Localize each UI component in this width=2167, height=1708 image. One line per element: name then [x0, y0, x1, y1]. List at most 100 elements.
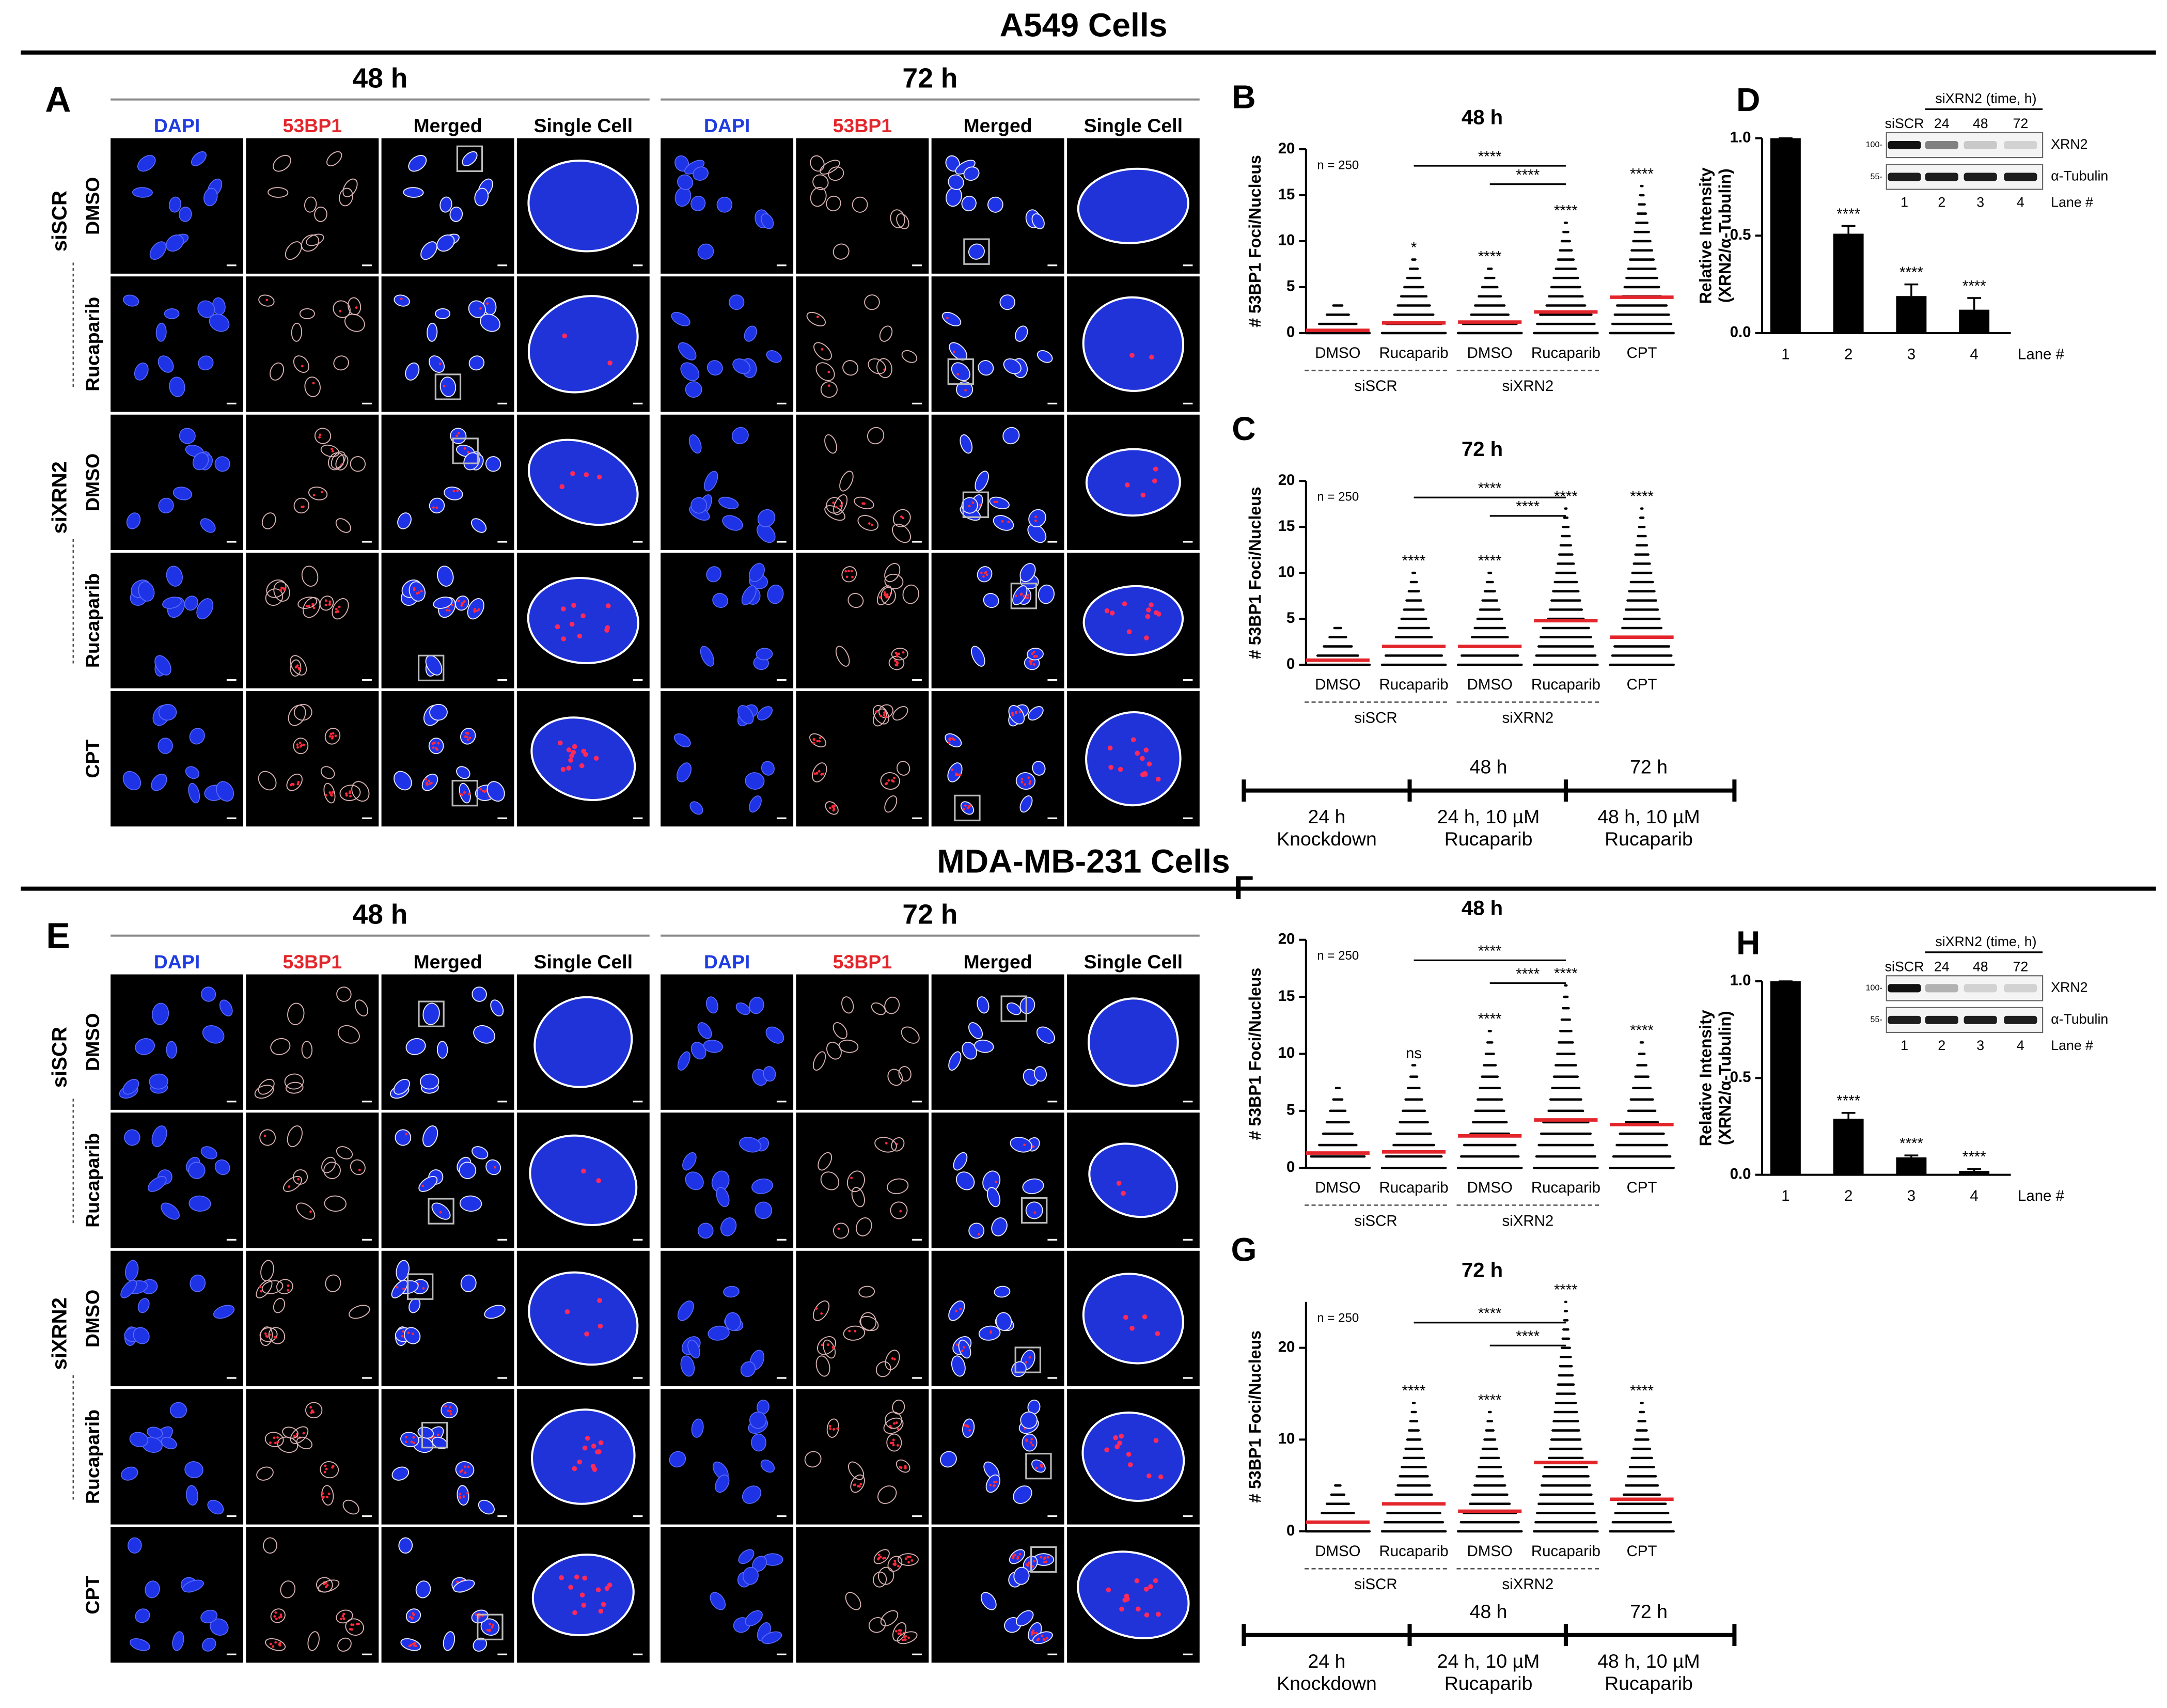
blot-lane-label: Lane #: [2051, 194, 2093, 210]
bar: [1896, 1157, 1927, 1175]
focus: [413, 588, 416, 591]
comparison-label: ****: [1516, 1328, 1540, 1345]
focus: [828, 1424, 831, 1428]
focus: [439, 1211, 442, 1214]
nucleus: [977, 566, 993, 583]
focus: [1025, 1439, 1028, 1443]
nucleus: [732, 358, 751, 374]
focus: [1020, 781, 1024, 784]
nucleus: [485, 456, 501, 472]
nucleus: [296, 1202, 316, 1220]
focus: [1121, 1190, 1126, 1196]
focus: [605, 603, 611, 608]
nucleus: [887, 1178, 909, 1195]
nucleus: [838, 1039, 859, 1053]
nucleus: [474, 187, 489, 207]
nucleus: [460, 1274, 477, 1292]
nucleus: [134, 362, 149, 381]
bar: [1959, 1171, 1990, 1175]
nucleus: [939, 1451, 957, 1468]
nucleus: [337, 1637, 352, 1652]
timeline-stage: Rucaparib: [1444, 1672, 1533, 1694]
focus: [338, 605, 341, 608]
focus: [956, 1343, 959, 1346]
zoom-box: [421, 1421, 448, 1449]
nucleus: [767, 584, 784, 604]
focus: [324, 1585, 327, 1588]
row-label: Rucaparib: [82, 1409, 103, 1504]
x-tick-label: Rucaparib: [1379, 1179, 1449, 1196]
single-nucleus: [1082, 1273, 1184, 1365]
focus: [848, 1329, 851, 1333]
nucleus: [192, 452, 209, 471]
focus: [1104, 1447, 1109, 1453]
focus: [311, 603, 315, 606]
single-nucleus: [1085, 448, 1181, 517]
focus: [1129, 1326, 1135, 1331]
nucleus: [815, 1355, 830, 1377]
nucleus: [761, 1631, 782, 1644]
nucleus: [403, 187, 424, 198]
nucleus: [350, 1159, 366, 1176]
focus: [831, 1345, 835, 1349]
nucleus: [290, 1426, 309, 1444]
nucleus: [393, 1078, 410, 1095]
focus: [993, 500, 996, 504]
x-tick-label: 3: [1907, 1187, 1915, 1204]
nucleus: [490, 999, 504, 1016]
nucleus: [968, 1223, 985, 1239]
focus: [582, 1445, 588, 1451]
blot-band: [1964, 140, 1997, 150]
focus: [466, 738, 469, 741]
focus: [436, 748, 439, 751]
nucleus: [172, 1631, 184, 1651]
n-label: n = 250: [1317, 158, 1359, 172]
nucleus: [718, 496, 739, 509]
focus: [1012, 1557, 1015, 1560]
nucleus: [290, 659, 302, 677]
micrograph-tile: [246, 1112, 379, 1248]
nucleus: [1038, 584, 1055, 604]
nucleus: [843, 1325, 866, 1341]
channel-header: 53BP1: [283, 115, 342, 136]
nucleus: [1028, 509, 1046, 527]
y-tick-label: 0.5: [1730, 1069, 1751, 1086]
nucleus: [287, 1125, 303, 1148]
blot-marker: 55-: [1871, 1015, 1882, 1024]
focus: [951, 768, 954, 771]
nucleus: [1013, 1566, 1030, 1585]
nucleus: [995, 1312, 1012, 1331]
timeline-label: 48 h: [1470, 1601, 1508, 1622]
nucleus: [725, 1312, 741, 1331]
error-bar: [1904, 1154, 1919, 1157]
x-axis-label: Lane #: [2018, 1187, 2065, 1204]
foci-dots: [1456, 268, 1523, 335]
nucleus: [689, 801, 703, 815]
nucleus: [268, 187, 289, 198]
focus: [1034, 515, 1037, 519]
nucleus: [124, 1129, 140, 1146]
focus: [1030, 1438, 1033, 1441]
nucleus: [833, 1022, 847, 1039]
focus: [1154, 610, 1159, 616]
nucleus: [892, 706, 908, 721]
y-tick-label: 1.0: [1730, 972, 1751, 989]
nucleus: [453, 1579, 475, 1593]
focus: [850, 570, 853, 573]
focus: [412, 1441, 415, 1445]
nucleus: [287, 1002, 305, 1025]
nucleus: [326, 151, 342, 166]
focus: [815, 772, 819, 775]
blot-lane: 1: [1901, 194, 1908, 210]
focus: [871, 523, 874, 526]
focus: [330, 794, 333, 797]
focus: [457, 599, 460, 602]
nucleus: [441, 1402, 458, 1419]
nucleus: [394, 771, 412, 791]
focus: [335, 608, 338, 610]
focus: [1146, 607, 1151, 613]
focus: [598, 1608, 604, 1614]
nucleus: [824, 505, 845, 521]
focus: [431, 742, 434, 745]
